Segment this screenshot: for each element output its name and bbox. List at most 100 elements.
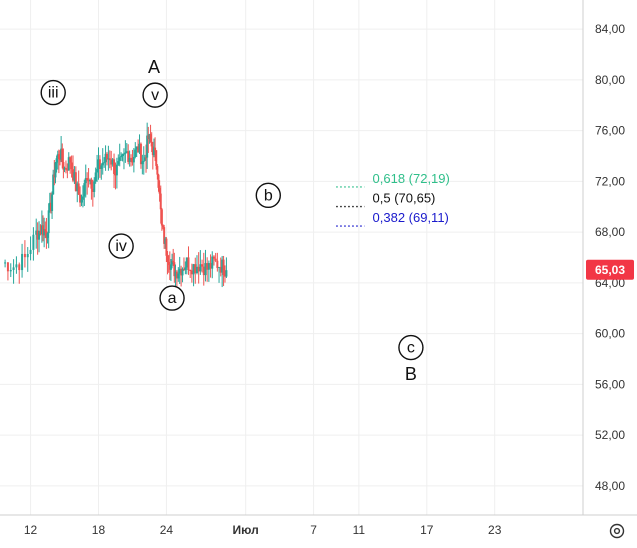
candle-body	[60, 148, 63, 160]
fib-level-label: 0,382 (69,11)	[373, 210, 449, 225]
candle-body	[189, 269, 192, 271]
candle-body	[74, 172, 77, 192]
candle-body	[36, 230, 39, 240]
candle-body	[107, 158, 110, 160]
candle-body	[181, 268, 184, 276]
candle-body	[190, 270, 193, 275]
candle-body	[86, 178, 89, 181]
candle-body	[216, 260, 219, 268]
axes	[0, 0, 637, 516]
candle-body	[160, 209, 163, 226]
candle-body	[150, 141, 153, 147]
candle-body	[110, 160, 113, 165]
candle-body	[98, 159, 101, 169]
candle-body	[111, 159, 114, 165]
time-axis-labels: 12 18 24 Июл 7 11 17 23	[24, 523, 502, 537]
candle-body	[103, 162, 106, 164]
candle-body	[124, 152, 127, 154]
time-tick-label: 18	[92, 523, 106, 537]
candle-body	[54, 162, 57, 178]
candle-body	[166, 255, 169, 262]
price-tick-label: 56,00	[595, 377, 625, 391]
candle-body	[51, 194, 54, 211]
candle-body	[138, 143, 141, 153]
candle-body	[168, 264, 171, 270]
candle-body	[202, 266, 205, 276]
candle-body	[214, 258, 217, 261]
candle-body	[91, 188, 94, 192]
wave-label-circle	[159, 285, 185, 311]
candle-body	[44, 229, 47, 232]
candle-body	[81, 196, 84, 200]
candle-body	[113, 159, 116, 174]
settings-gear-icon	[609, 523, 625, 539]
candle-body	[174, 271, 177, 277]
current-price-label: 65,03	[595, 263, 625, 277]
candle-body	[35, 230, 38, 235]
candle-body	[63, 167, 66, 170]
price-tick-label: 76,00	[595, 124, 625, 138]
candle-body	[146, 135, 149, 158]
candle-body	[194, 264, 197, 274]
candle-body	[130, 157, 133, 159]
price-tick-label: 84,00	[595, 22, 625, 36]
wave-label-circle	[108, 233, 134, 259]
candle-body	[135, 146, 138, 150]
candle-body	[171, 260, 174, 265]
candle-body	[187, 257, 190, 270]
candle-body	[48, 202, 51, 211]
candle-body	[152, 147, 155, 156]
candle-body	[173, 262, 176, 277]
candle-body	[23, 253, 26, 258]
candle-body	[225, 270, 228, 277]
settings-button[interactable]	[604, 519, 630, 543]
candle-body	[49, 202, 52, 211]
price-axis-labels: 84,0080,0076,0072,0068,0064,0060,0056,00…	[595, 22, 625, 493]
candle-body	[154, 147, 157, 151]
candle-body	[180, 268, 183, 276]
candle-body	[94, 172, 97, 182]
candle-body	[155, 150, 158, 166]
candle-body	[165, 238, 168, 256]
candle-body	[175, 271, 178, 279]
fib-level-label: 0,5 (70,65)	[373, 191, 436, 206]
candle-body	[184, 267, 187, 270]
candle-body	[58, 159, 61, 161]
candle-body	[137, 146, 140, 153]
candle-body	[29, 249, 32, 255]
wave-label-iv: iv	[115, 238, 127, 255]
candle-body	[131, 158, 134, 163]
candle-body	[53, 174, 56, 178]
candle-body	[57, 154, 60, 160]
candle-body	[158, 187, 161, 194]
candle-body	[211, 256, 214, 269]
candle-body	[163, 227, 166, 244]
candle-body	[97, 159, 100, 169]
wave-label-c: c	[407, 340, 415, 357]
candle-body	[90, 179, 93, 189]
candle-body	[207, 263, 210, 270]
candle-body	[26, 254, 29, 258]
candle-body	[204, 263, 207, 276]
price-tick-label: 52,00	[595, 428, 625, 442]
candle-body	[142, 160, 145, 162]
candle-body	[209, 263, 212, 269]
candle-body	[197, 266, 200, 272]
candle-body	[199, 264, 202, 272]
candle-body	[114, 173, 117, 176]
candle-body	[159, 193, 162, 210]
candle-body	[101, 162, 104, 166]
candle-body	[206, 263, 209, 270]
candle-body	[134, 149, 137, 157]
candle-body	[47, 210, 50, 234]
candle-body	[157, 174, 160, 188]
candle-body	[76, 183, 79, 192]
candle-body	[164, 238, 167, 244]
candle-body	[185, 257, 188, 268]
candle-body	[149, 134, 152, 142]
candle-body	[96, 168, 99, 173]
candle-body	[221, 259, 224, 273]
candle-body	[69, 157, 72, 163]
candle-body	[201, 264, 204, 267]
